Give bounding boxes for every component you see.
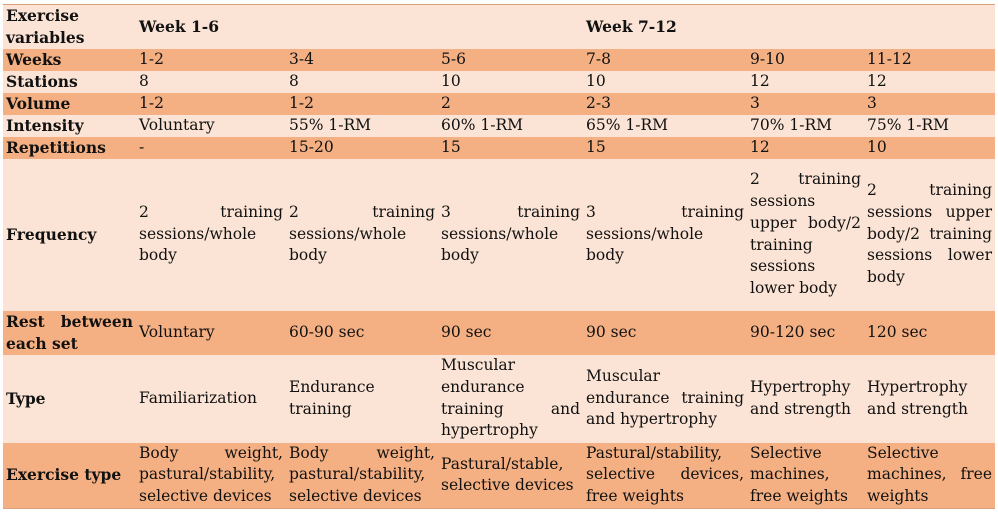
table-cell: Selective machines, free weights xyxy=(747,442,864,509)
table-cell: 55% 1-RM xyxy=(286,114,438,137)
header-week-1-6: Week 1-6 xyxy=(136,4,583,49)
table-cell: Selective machines, free weights xyxy=(864,442,995,509)
table-cell: 3 xyxy=(864,92,995,115)
table-cell: Body weight, pastural/stability, selecti… xyxy=(286,442,438,509)
table-row-rest: Rest between each set Voluntary 60-90 se… xyxy=(3,310,995,355)
row-label: Volume xyxy=(3,92,136,115)
table-cell: 2-3 xyxy=(583,92,747,115)
table-cell: 1-2 xyxy=(136,92,286,115)
table-cell: Familiarization xyxy=(136,354,286,443)
table-cell: 1-2 xyxy=(286,92,438,115)
table-cell: 90 sec xyxy=(438,310,583,355)
table-cell: Voluntary xyxy=(136,310,286,355)
row-label: Frequency xyxy=(3,158,136,311)
table-cell: 2 training sessions upper body/2 trainin… xyxy=(747,158,864,311)
table-cell: 11-12 xyxy=(864,48,995,71)
table-cell: 9-10 xyxy=(747,48,864,71)
table-cell: 70% 1-RM xyxy=(747,114,864,137)
table-cell: 15 xyxy=(583,136,747,159)
table-cell: 12 xyxy=(864,70,995,93)
table-cell: 8 xyxy=(136,70,286,93)
table-cell: 2 training sessions/whole body xyxy=(136,158,286,311)
exercise-program-table: Exercise variables Week 1-6 Week 7-12 We… xyxy=(3,4,995,509)
table-cell: 90-120 sec xyxy=(747,310,864,355)
table-cell: 1-2 xyxy=(136,48,286,71)
table-cell: Muscular endurance training and hypertro… xyxy=(583,354,747,443)
table-row-type: Type Familiarization Endurance training … xyxy=(3,354,995,443)
table-cell: 3-4 xyxy=(286,48,438,71)
table-cell: Endurance training xyxy=(286,354,438,443)
table-cell: 75% 1-RM xyxy=(864,114,995,137)
table-cell: 60-90 sec xyxy=(286,310,438,355)
table-cell: 10 xyxy=(583,70,747,93)
table-cell: 120 sec xyxy=(864,310,995,355)
row-label: Rest between each set xyxy=(3,310,136,355)
table-cell: - xyxy=(136,136,286,159)
table-cell: 7-8 xyxy=(583,48,747,71)
table-cell: 3 training sessions/whole body xyxy=(583,158,747,311)
row-label: Intensity xyxy=(3,114,136,137)
header-week-7-12: Week 7-12 xyxy=(583,4,995,49)
table-cell: 12 xyxy=(747,70,864,93)
table-row-frequency: Frequency 2 training sessions/whole body… xyxy=(3,158,995,311)
header-exercise-variables: Exercise variables xyxy=(3,4,136,49)
table-cell: 3 xyxy=(747,92,864,115)
table-cell: 90 sec xyxy=(583,310,747,355)
table-cell: Pastural/stability, selective devices, f… xyxy=(583,442,747,509)
table-cell: 15 xyxy=(438,136,583,159)
table-cell: 8 xyxy=(286,70,438,93)
row-label: Exercise type xyxy=(3,442,136,509)
table-cell: 12 xyxy=(747,136,864,159)
table-cell: Body weight, pastural/stability, selecti… xyxy=(136,442,286,509)
table-row-exercise-type: Exercise type Body weight, pastural/stab… xyxy=(3,442,995,509)
table-cell: 3 training sessions/whole body xyxy=(438,158,583,311)
table-cell: 15-20 xyxy=(286,136,438,159)
table-cell: 60% 1-RM xyxy=(438,114,583,137)
table-row-stations: Stations 8 8 10 10 12 12 xyxy=(3,70,995,93)
row-label: Stations xyxy=(3,70,136,93)
table-cell: 10 xyxy=(438,70,583,93)
row-label: Type xyxy=(3,354,136,443)
table-cell: 2 training sessions upper body/2 trainin… xyxy=(864,158,995,311)
table-row-repetitions: Repetitions - 15-20 15 15 12 10 xyxy=(3,136,995,159)
table-row-intensity: Intensity Voluntary 55% 1-RM 60% 1-RM 65… xyxy=(3,114,995,137)
table-cell: Pastural/stable, selective devices xyxy=(438,442,583,509)
table-cell: 2 training sessions/whole body xyxy=(286,158,438,311)
table-row-weeks: Weeks 1-2 3-4 5-6 7-8 9-10 11-12 xyxy=(3,48,995,71)
row-label: Weeks xyxy=(3,48,136,71)
table-cell: 5-6 xyxy=(438,48,583,71)
header-row: Exercise variables Week 1-6 Week 7-12 xyxy=(3,4,995,49)
table-cell: Muscular endurance training and hypertro… xyxy=(438,354,583,443)
table-cell: Hypertrophy and strength xyxy=(864,354,995,443)
table-cell: 10 xyxy=(864,136,995,159)
row-label: Repetitions xyxy=(3,136,136,159)
table-cell: Hypertrophy and strength xyxy=(747,354,864,443)
table-cell: 2 xyxy=(438,92,583,115)
table-row-volume: Volume 1-2 1-2 2 2-3 3 3 xyxy=(3,92,995,115)
table-cell: Voluntary xyxy=(136,114,286,137)
table-cell: 65% 1-RM xyxy=(583,114,747,137)
